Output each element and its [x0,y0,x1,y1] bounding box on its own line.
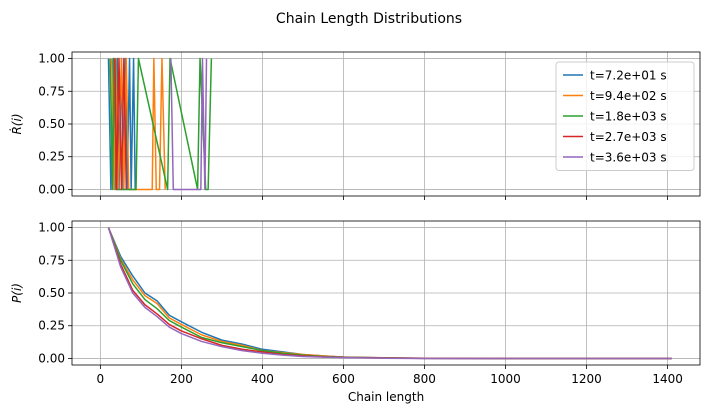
figure-title: Chain Length Distributions [276,11,462,27]
top-panel: 0.000.250.500.751.00 Ṙ(i) t=7.2e+01 st=… [9,52,701,200]
y-tick-label: 0.50 [38,286,65,300]
legend-label: t=3.6e+03 s [590,151,667,165]
x-tick-label: 1200 [571,372,602,386]
legend-entries: t=7.2e+01 s t=9.4e+02 s t=1.8e+03 s t=2.7e+… [563,69,667,165]
top-ticks: 0.00 0.25 0.50 0.75 1.00 [38,52,668,200]
legend-label: t=2.7e+03 s [590,130,667,144]
y-tick-label: 0.00 [38,351,65,365]
legend-box [555,61,695,171]
series-line-5 [170,57,208,191]
y-tick-label: 0.25 [38,150,65,164]
legend-label: t=1.8e+03 s [590,110,667,124]
x-tick-label: 0 [97,372,105,386]
y-tick-label: 0.75 [38,253,65,267]
x-tick-label: 400 [251,372,274,386]
bottom-series-lines [107,227,672,360]
legend-label: t=9.4e+02 s [590,89,667,103]
x-tick-label: 600 [332,372,355,386]
y-tick-label: 0.75 [38,84,65,98]
bottom-ylabel: P(i) [10,283,24,303]
series-line-5 [107,227,672,360]
x-tick-label: 200 [170,372,193,386]
series-line-2 [110,57,166,191]
legend: t=7.2e+01 s t=9.4e+02 s t=1.8e+03 s t=2.7e+… [555,61,695,171]
y-tick-label: 0.25 [38,319,65,333]
top-ylabel: Ṙ(i) [9,113,24,134]
top-series-lines [107,57,213,191]
y-tick-label: 1.00 [38,52,65,66]
bottom-panel: 0 200 400 600 800 1000 1200 1400 0.00 0.25 0.50 0.7… [10,221,701,404]
x-tick-label: 800 [413,372,436,386]
series-line-4 [114,57,128,191]
legend-label: t=7.2e+01 s [590,69,667,83]
bottom-ticks: 0 200 400 600 800 1000 1200 1400 0.00 0.25 0.50 0.7… [38,221,683,386]
x-tick-label: 1000 [490,372,521,386]
y-tick-label: 0.50 [38,117,65,131]
y-tick-label: 0.00 [38,182,65,196]
y-tick-label: 1.00 [38,221,65,235]
series-line-3 [109,57,213,191]
x-tick-label: 1400 [652,372,683,386]
bottom-xlabel: Chain length [348,390,424,404]
